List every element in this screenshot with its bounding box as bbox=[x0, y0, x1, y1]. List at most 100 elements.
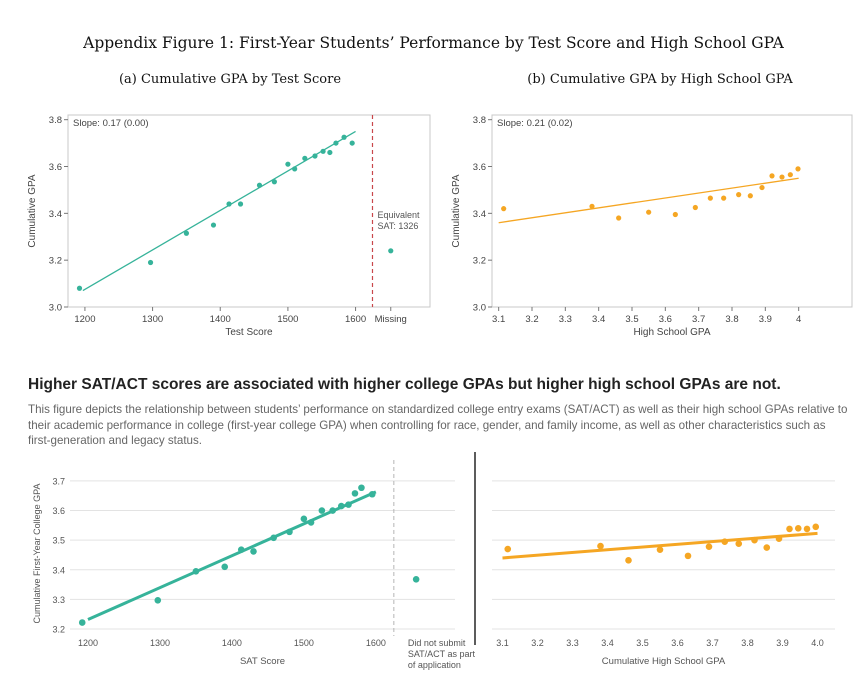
panel-d-xtick-label: 4.0 bbox=[811, 638, 824, 648]
panel-a-y-axis-label: Cumulative GPA bbox=[27, 174, 38, 248]
panel-d-xtick-label: 3.1 bbox=[496, 638, 509, 648]
panel-b-xtick-label: 3.3 bbox=[559, 314, 572, 325]
panel-a-fit-line bbox=[82, 130, 356, 292]
panel-c-y-axis-label: Cumulative First-Year College GPA bbox=[32, 483, 42, 623]
panel-d-data-point bbox=[763, 544, 771, 551]
panel-d-data-point bbox=[656, 546, 664, 553]
panel-c-missing-tick-label: Did not submit bbox=[408, 638, 466, 648]
panel-d-xtick-label: 3.5 bbox=[636, 638, 649, 648]
panel-b-data-point bbox=[736, 192, 742, 198]
panel-c-ytick-label: 3.5 bbox=[52, 536, 65, 546]
panel-b-ytick-label: 3.6 bbox=[473, 162, 486, 173]
panel-b-data-point bbox=[747, 193, 753, 199]
panel-d-data-point bbox=[625, 557, 632, 564]
panel-b-xtick-label: 3.8 bbox=[725, 314, 738, 325]
panel-c-data-point bbox=[337, 502, 345, 510]
panel-d-xtick-label: 3.3 bbox=[566, 638, 579, 648]
panel-b-xtick-label: 3.2 bbox=[525, 314, 538, 325]
panel-a-data-point bbox=[320, 148, 326, 154]
panel-a-data-point bbox=[327, 149, 333, 156]
panel-b-data-point bbox=[646, 209, 652, 215]
panel-c-ytick-label: 3.6 bbox=[52, 506, 65, 516]
panel-b-xtick-label: 4 bbox=[796, 314, 801, 325]
panel-c-xtick-label: 1400 bbox=[222, 638, 242, 648]
panel-d-xtick-label: 3.9 bbox=[776, 638, 789, 648]
panel-c-xtick-label: 1600 bbox=[366, 638, 386, 648]
panel-c-missing-point bbox=[412, 575, 420, 583]
panel-a-data-point bbox=[183, 230, 190, 236]
panel-d-data-point bbox=[721, 538, 729, 545]
panel-a-data-point bbox=[349, 140, 355, 146]
panel-a-data-point bbox=[237, 201, 244, 207]
panel-a-ytick-label: 3.0 bbox=[49, 303, 62, 314]
panel-c-xtick-label: 1200 bbox=[78, 638, 98, 648]
panel-a-x-axis-label: Test Score bbox=[225, 327, 273, 338]
panel-d-data-point bbox=[705, 543, 713, 550]
panel-c-data-point bbox=[78, 619, 86, 626]
panel-d-data-point bbox=[504, 545, 512, 553]
panel-b-xtick-label: 3.4 bbox=[592, 314, 605, 325]
panel-c-ytick-label: 3.7 bbox=[52, 476, 65, 486]
panel-a-data-point bbox=[76, 285, 83, 291]
panel-b-xtick-label: 3.9 bbox=[759, 314, 772, 325]
panel-c-data-point bbox=[358, 484, 365, 492]
panel-d-data-point bbox=[803, 525, 811, 533]
panel-a-xtick-label: 1600 bbox=[345, 314, 366, 325]
panel-b-data-point bbox=[721, 195, 727, 201]
panel-a-data-point bbox=[271, 179, 277, 185]
panel-c-xtick-label: 1300 bbox=[150, 638, 170, 648]
panel-a-missing-note: Equivalent bbox=[377, 210, 420, 220]
panel-c-data-point bbox=[192, 567, 200, 575]
panel-c-data-point bbox=[329, 507, 336, 514]
panel-c-data-point bbox=[270, 534, 277, 542]
panel-b-xtick-label: 3.6 bbox=[659, 314, 672, 325]
panel-a-ytick-label: 3.8 bbox=[49, 115, 62, 126]
panel-d-data-point bbox=[735, 540, 743, 548]
panel-b-ytick-label: 3.2 bbox=[473, 256, 486, 267]
panel-c-missing-tick-label: of application bbox=[408, 660, 461, 670]
panel-b-fit-line bbox=[498, 177, 799, 224]
panel-d-xtick-label: 3.7 bbox=[706, 638, 719, 648]
panel-c-data-point bbox=[154, 597, 162, 604]
headline: Higher SAT/ACT scores are associated wit… bbox=[28, 376, 781, 393]
panel-d-data-point bbox=[812, 523, 820, 531]
panel-d-xtick-label: 3.8 bbox=[741, 638, 754, 648]
panel-a-data-point bbox=[341, 134, 347, 140]
panel-b-x-axis-label: High School GPA bbox=[633, 327, 710, 338]
panel-b-data-point bbox=[707, 195, 713, 201]
panel-a-data-point bbox=[285, 161, 291, 167]
panel-a-data-point bbox=[147, 259, 154, 266]
panel-c-data-point bbox=[300, 515, 308, 523]
panel-a-missing-note: SAT: 1326 bbox=[377, 221, 418, 231]
panel-c-data-point bbox=[237, 546, 245, 553]
panel-d-data-point bbox=[775, 535, 783, 542]
panel-c-fit-line bbox=[87, 490, 377, 621]
panel-a-data-point bbox=[292, 166, 298, 172]
panel-b-frame bbox=[491, 114, 853, 308]
panel-c-data-point bbox=[345, 501, 352, 508]
panel-d-xtick-label: 3.4 bbox=[601, 638, 614, 648]
panel-a-title: (a) Cumulative GPA by Test Score bbox=[118, 72, 342, 87]
panel-b-ytick-label: 3.4 bbox=[473, 209, 486, 220]
panel-d-x-axis-label: Cumulative High School GPA bbox=[602, 656, 726, 667]
panel-c-data-point bbox=[286, 528, 293, 536]
panel-a-xtick-label: 1400 bbox=[210, 314, 231, 325]
panel-a-ytick-label: 3.6 bbox=[49, 162, 62, 173]
panel-d-data-point bbox=[786, 525, 793, 533]
panel-d-xtick-label: 3.2 bbox=[531, 638, 544, 648]
description: This figure depicts the relationship bet… bbox=[28, 403, 848, 447]
panel-a-data-point bbox=[333, 140, 339, 146]
panel-c-ytick-label: 3.3 bbox=[52, 595, 65, 605]
panel-b-data-point bbox=[692, 204, 698, 211]
panel-c-ytick-label: 3.4 bbox=[52, 565, 65, 575]
panel-c-missing-tick-label: SAT/ACT as part bbox=[408, 649, 476, 659]
panel-c-data-point bbox=[221, 563, 229, 571]
panel-a-frame bbox=[67, 114, 431, 308]
panel-a-xtick-label: 1200 bbox=[74, 314, 95, 325]
panel-a-missing-point bbox=[388, 248, 394, 254]
panel-c-data-point bbox=[351, 490, 359, 497]
panel-b-xtick-label: 3.5 bbox=[625, 314, 638, 325]
panel-d-fit-line bbox=[502, 531, 818, 560]
panel-b-data-point bbox=[672, 211, 678, 218]
